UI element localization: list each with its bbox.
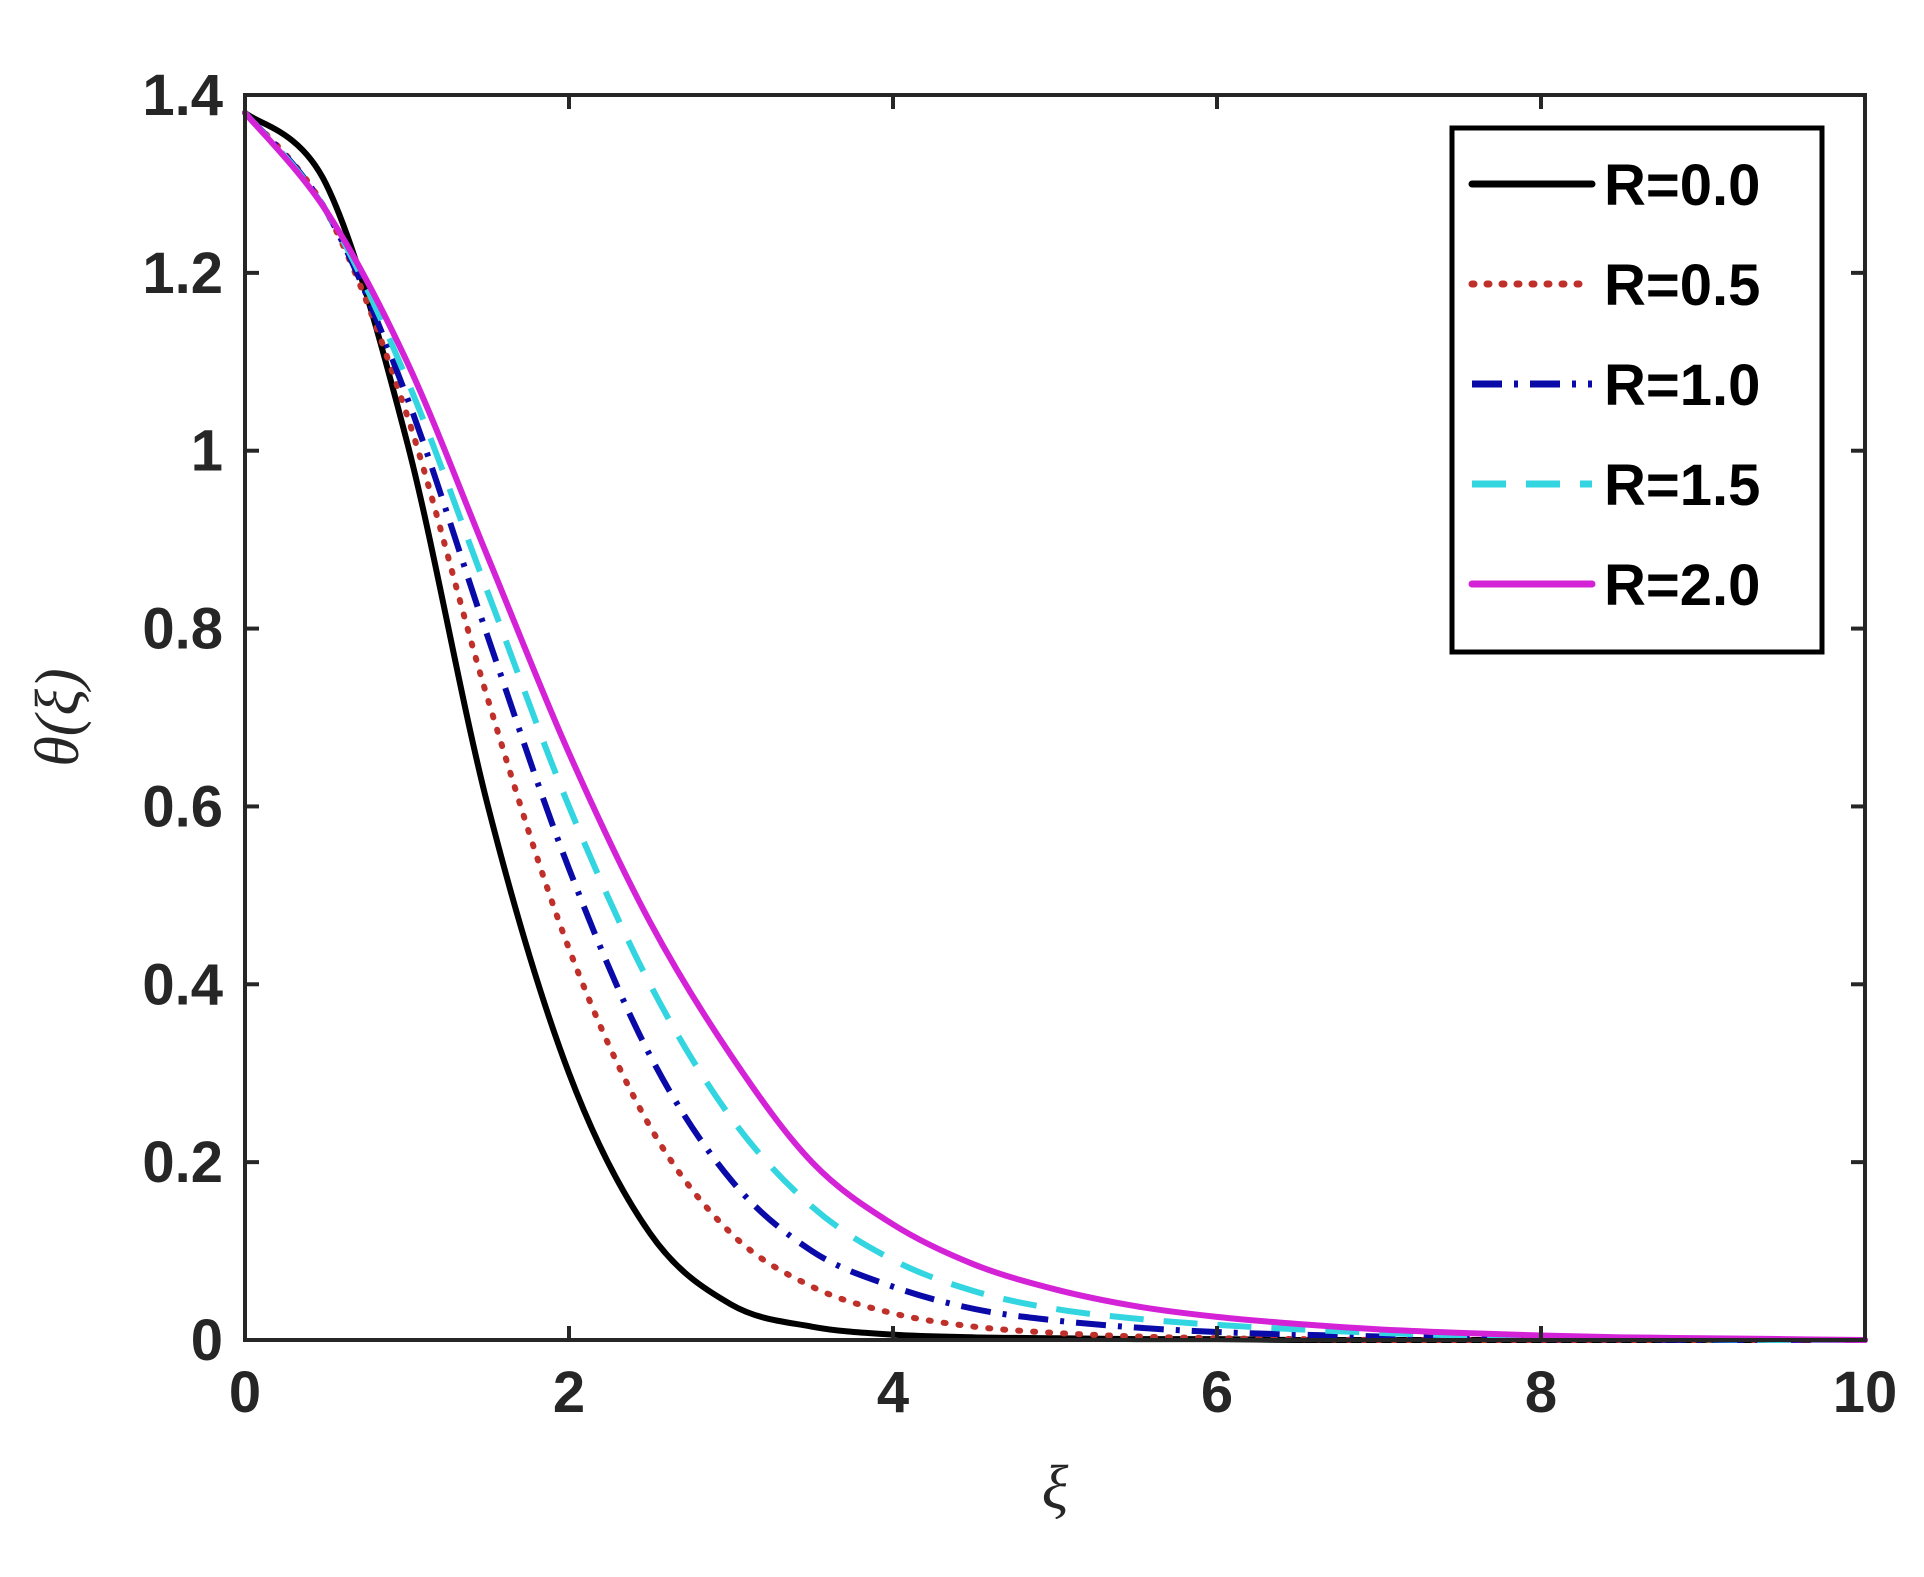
x-tick-label: 0 (229, 1360, 261, 1425)
y-tick-label: 0.4 (142, 952, 223, 1017)
plot-frame (243, 93, 1867, 1342)
x-tick-label: 10 (1833, 1360, 1898, 1425)
series-line-4 (242, 109, 1868, 1343)
y-tick-label: 1.4 (142, 63, 223, 128)
y-axis-label: θ(ξ) (24, 668, 92, 766)
y-tick-label: 1.2 (142, 241, 223, 306)
x-tick-label: 4 (877, 1360, 909, 1425)
tick-layer: 0 2 4 6 8 10 0 0.2 0.4 0.6 0.8 1 1.2 1.4 (142, 63, 1897, 1425)
legend-label: R=0.0 (1604, 153, 1760, 218)
x-tick-label: 8 (1525, 1360, 1557, 1425)
x-axis-label: ξ (1042, 1454, 1069, 1522)
legend-box (1449, 125, 1825, 655)
legend-label: R=0.5 (1604, 253, 1760, 318)
y-tick-label: 0 (191, 1308, 223, 1373)
y-tick-label: 0.6 (142, 774, 223, 839)
legend: R=0.0 R=0.5 R=1.0 R=1.5 R=2.0 (1449, 125, 1825, 655)
y-tick-label: 0.8 (142, 597, 223, 662)
x-tick-label: 6 (1201, 1360, 1233, 1425)
y-tick-label: 0.2 (142, 1130, 223, 1195)
legend-label: R=1.0 (1604, 353, 1760, 418)
legend-label: R=1.5 (1604, 453, 1760, 518)
y-tick-label: 1 (191, 419, 223, 484)
legend-label: R=2.0 (1604, 553, 1760, 618)
x-tick-label: 2 (553, 1360, 585, 1425)
